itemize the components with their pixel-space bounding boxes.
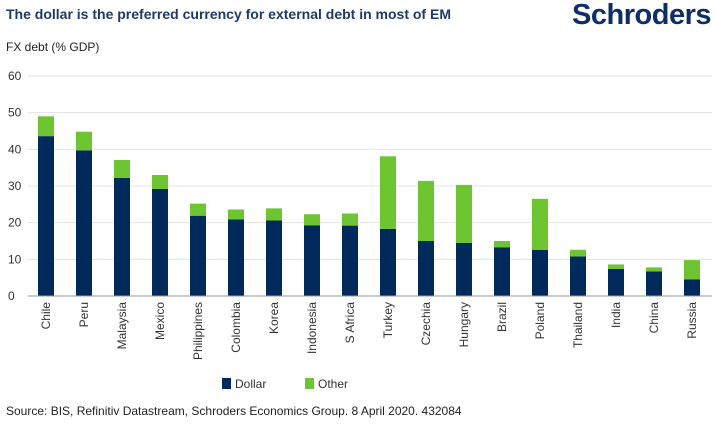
chart-title: The dollar is the preferred currency for… bbox=[6, 6, 451, 22]
bar-other bbox=[418, 180, 434, 241]
bar-other bbox=[190, 203, 206, 216]
bar-dollar bbox=[342, 225, 358, 296]
x-tick-label: Hungary bbox=[457, 302, 471, 347]
source-note: Source: BIS, Refinitiv Datastream, Schro… bbox=[6, 404, 462, 418]
bar-dollar bbox=[38, 136, 54, 296]
schroders-logo: Schroders bbox=[572, 0, 711, 31]
y-tick-label: 30 bbox=[8, 179, 22, 193]
bar-dollar bbox=[646, 271, 662, 296]
x-tick-label: Indonesia bbox=[305, 302, 319, 354]
bar-other bbox=[646, 267, 662, 272]
bar-dollar bbox=[494, 247, 510, 296]
bar-dollar bbox=[608, 268, 624, 296]
bar-other bbox=[532, 198, 548, 250]
y-tick-label: 10 bbox=[8, 252, 22, 266]
x-tick-label: Peru bbox=[77, 302, 91, 327]
bar-dollar bbox=[570, 256, 586, 296]
x-tick-label: Czechia bbox=[419, 302, 433, 346]
x-tick-label: Turkey bbox=[381, 302, 395, 338]
bar-dollar bbox=[418, 241, 434, 296]
bar-other bbox=[456, 184, 472, 243]
legend-label-other: Other bbox=[318, 377, 348, 391]
bar-other bbox=[114, 159, 130, 178]
bar-dollar bbox=[532, 249, 548, 296]
x-tick-label: Korea bbox=[267, 302, 281, 334]
x-tick-label: Malaysia bbox=[115, 302, 129, 350]
bar-dollar bbox=[266, 220, 282, 296]
x-tick-label: Philippines bbox=[191, 302, 205, 360]
bar-other bbox=[494, 241, 510, 248]
bar-other bbox=[152, 175, 168, 189]
bar-dollar bbox=[114, 177, 130, 296]
y-tick-label: 60 bbox=[8, 69, 22, 83]
bar-dollar bbox=[76, 150, 92, 296]
x-tick-label: Brazil bbox=[495, 302, 509, 332]
bar-dollar bbox=[684, 279, 700, 296]
x-tick-label: S Africa bbox=[343, 302, 357, 344]
x-tick-label: Poland bbox=[533, 302, 547, 339]
bar-other bbox=[380, 156, 396, 229]
x-tick-label: Colombia bbox=[229, 302, 243, 353]
x-tick-label: Russia bbox=[685, 302, 699, 339]
x-tick-label: Thailand bbox=[571, 302, 585, 348]
y-tick-label: 20 bbox=[8, 216, 22, 230]
bar-dollar bbox=[380, 228, 396, 296]
bar-other bbox=[228, 209, 244, 220]
bar-other bbox=[342, 213, 358, 226]
bar-other bbox=[684, 260, 700, 280]
y-tick-label: 40 bbox=[8, 142, 22, 156]
bar-dollar bbox=[152, 188, 168, 296]
legend-swatch-other bbox=[305, 378, 314, 389]
y-tick-label: 50 bbox=[8, 106, 22, 120]
bar-other bbox=[38, 116, 54, 137]
bar-other bbox=[570, 249, 586, 257]
bar-dollar bbox=[456, 242, 472, 296]
bar-dollar bbox=[228, 219, 244, 296]
bar-dollar bbox=[304, 225, 320, 296]
legend-label-dollar: Dollar bbox=[235, 377, 266, 391]
y-tick-label: 0 bbox=[8, 289, 15, 303]
legend-swatch-dollar bbox=[222, 378, 231, 389]
x-tick-label: China bbox=[647, 302, 661, 334]
bar-other bbox=[608, 264, 624, 269]
x-tick-label: Mexico bbox=[153, 302, 167, 340]
bar-other bbox=[76, 131, 92, 151]
x-tick-label: Chile bbox=[39, 302, 53, 330]
y-axis-label: FX debt (% GDP) bbox=[6, 40, 100, 54]
bar-other bbox=[266, 208, 282, 221]
bar-other bbox=[304, 214, 320, 226]
x-tick-label: India bbox=[609, 302, 623, 328]
bar-dollar bbox=[190, 215, 206, 296]
